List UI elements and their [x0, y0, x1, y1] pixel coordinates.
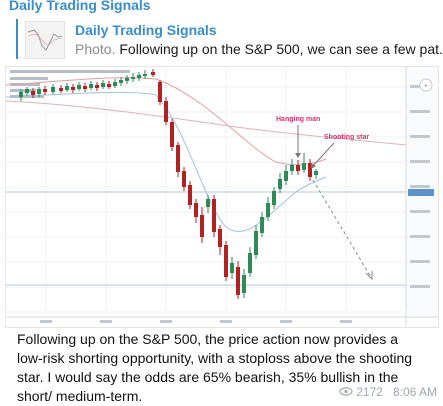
- shooting-star-arrow: [311, 142, 335, 168]
- candle-body: [176, 145, 180, 172]
- candle-body: [230, 263, 234, 273]
- candle-body: [95, 85, 99, 88]
- candle-body: [101, 83, 105, 87]
- candle-body: [248, 253, 252, 273]
- candle-body: [19, 92, 23, 97]
- candle-body: [242, 275, 246, 293]
- candle-body: [43, 89, 47, 92]
- annotation-shooting-star: Shooting star: [324, 134, 369, 141]
- reply-snippet: Photo. Following up on the S&P 500, we c…: [75, 41, 443, 57]
- candle-body: [296, 165, 300, 171]
- candlesticks: [19, 69, 318, 299]
- candle-body: [236, 267, 240, 295]
- message-meta: 2172 8:06 AM: [335, 385, 437, 399]
- reply-author: Daily Trading Signals: [75, 22, 217, 38]
- candle-body: [218, 229, 222, 247]
- reply-preview[interactable]: Daily Trading Signals Photo. Following u…: [16, 19, 443, 59]
- candle-body: [212, 199, 216, 232]
- views-eye-icon: [339, 385, 353, 399]
- candle-body: [272, 191, 276, 205]
- svg-text:+: +: [424, 81, 429, 90]
- candle-body: [65, 86, 69, 90]
- candle-body: [31, 91, 35, 95]
- candle-body: [200, 215, 204, 237]
- candle-body: [25, 89, 29, 93]
- candle-body: [107, 84, 111, 87]
- candle-body: [302, 163, 306, 170]
- candle-body: [143, 74, 147, 76]
- candle-body: [119, 80, 123, 83]
- reply-preview-text: Following up on the S&P 500, we can see …: [119, 41, 443, 57]
- candle-body: [188, 185, 192, 205]
- chart-image[interactable]: Hanging man Shooting star +: [5, 66, 439, 328]
- reply-kind: Photo.: [75, 41, 116, 57]
- candle-body: [51, 87, 55, 92]
- candle-body: [71, 87, 75, 90]
- candle-body: [125, 78, 129, 81]
- candle-body: [224, 245, 228, 277]
- candle-body: [59, 88, 63, 91]
- annotation-hanging-man: Hanging man: [276, 116, 320, 123]
- candle-body: [254, 231, 258, 255]
- zoom-icon[interactable]: +: [419, 78, 433, 92]
- candle-body: [308, 163, 312, 177]
- reply-thumbnail: [25, 21, 65, 59]
- projection-arrow: [312, 179, 373, 281]
- candle-body: [182, 171, 186, 187]
- candle-body: [37, 89, 41, 94]
- candle-body: [278, 179, 282, 189]
- candle-body: [266, 203, 270, 217]
- candle-body: [83, 86, 87, 89]
- candle-body: [158, 82, 162, 102]
- candle-body: [137, 75, 141, 78]
- candle-body: [260, 217, 264, 233]
- candle-body: [113, 82, 117, 86]
- price-scale: [6, 67, 438, 327]
- channel-title[interactable]: Daily Trading Signals: [9, 0, 151, 13]
- candle-body: [206, 199, 210, 207]
- candle-body: [77, 85, 81, 89]
- candle-body: [170, 122, 174, 147]
- message-time: 8:06 AM: [392, 385, 437, 399]
- candle-body: [284, 171, 288, 181]
- views-count: 2172: [356, 385, 383, 399]
- candle-body: [151, 72, 155, 75]
- candle-body: [194, 203, 198, 217]
- candle-body: [89, 84, 93, 88]
- candle-body: [164, 101, 168, 122]
- candle-body: [314, 171, 318, 175]
- candle-body: [131, 77, 135, 79]
- candle-body: [290, 165, 294, 171]
